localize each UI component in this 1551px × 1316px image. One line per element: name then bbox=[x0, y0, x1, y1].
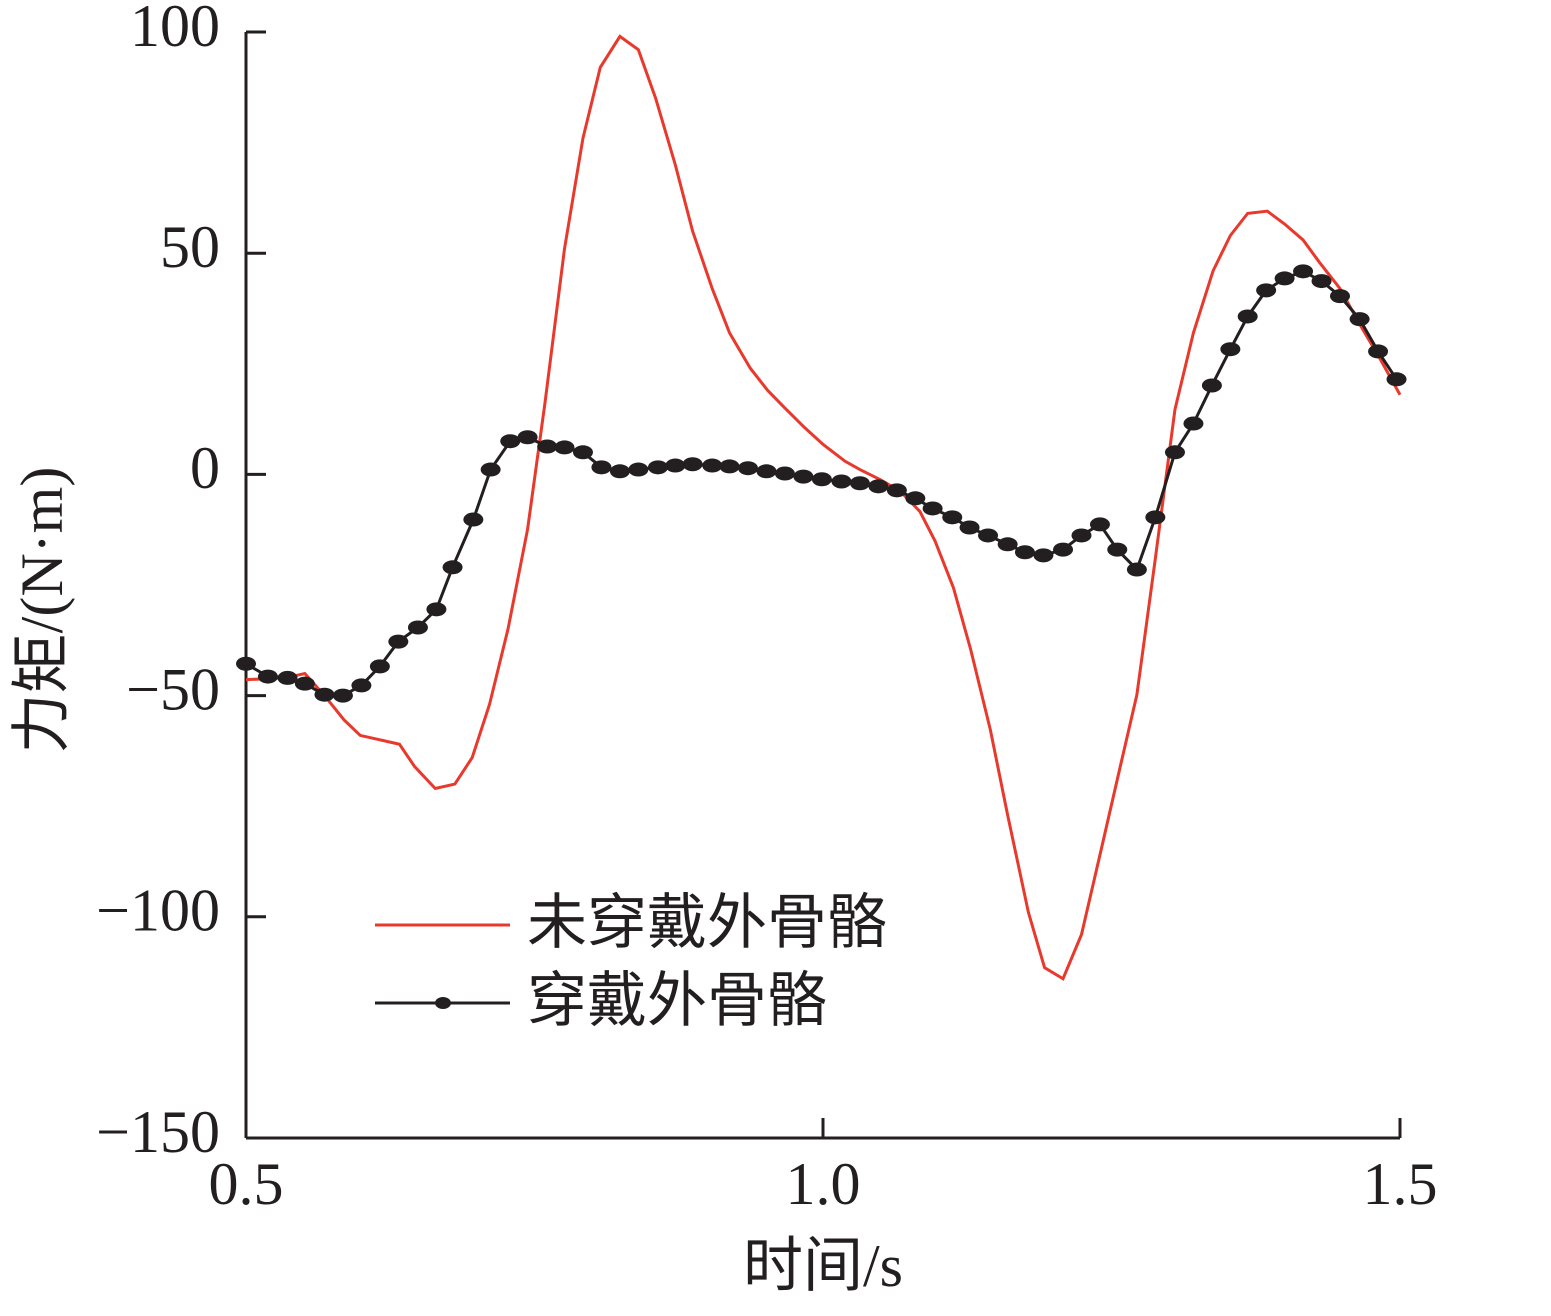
marker bbox=[831, 474, 852, 489]
marker bbox=[1274, 271, 1295, 286]
marker bbox=[978, 528, 999, 543]
marker bbox=[442, 560, 463, 575]
marker bbox=[426, 602, 447, 617]
marker bbox=[294, 676, 315, 691]
line bbox=[245, 34, 1402, 981]
marker bbox=[905, 491, 926, 506]
x-tick-label: 1.0 bbox=[786, 1151, 861, 1217]
marker bbox=[1183, 416, 1204, 431]
marker bbox=[942, 510, 963, 525]
marker bbox=[236, 656, 256, 671]
marker bbox=[756, 464, 777, 479]
y-tick-label: 0 bbox=[190, 435, 220, 501]
marker bbox=[793, 469, 814, 484]
marker bbox=[1329, 289, 1350, 304]
marker bbox=[1293, 264, 1314, 279]
marker bbox=[257, 669, 278, 684]
marker bbox=[1201, 378, 1222, 393]
marker bbox=[537, 439, 558, 454]
marker bbox=[463, 512, 484, 527]
marker bbox=[997, 537, 1018, 552]
marker bbox=[628, 462, 649, 477]
marker bbox=[849, 476, 870, 491]
marker bbox=[480, 462, 501, 477]
marker bbox=[1107, 542, 1128, 557]
marker bbox=[1053, 542, 1074, 557]
marker bbox=[1349, 312, 1370, 327]
marker bbox=[314, 687, 335, 702]
marker bbox=[868, 479, 889, 494]
marker bbox=[554, 440, 575, 455]
marker bbox=[1145, 510, 1166, 525]
y-axis-label: 力矩/(N·m) bbox=[9, 467, 75, 754]
marker bbox=[1071, 528, 1092, 543]
marker bbox=[647, 460, 668, 475]
marker bbox=[682, 457, 703, 472]
marker bbox=[388, 634, 409, 649]
y-tick-label: −50 bbox=[126, 656, 220, 722]
legend-marker bbox=[435, 997, 451, 1009]
y-tick-label: −100 bbox=[96, 878, 220, 944]
marker bbox=[1220, 342, 1241, 357]
marker bbox=[1311, 274, 1332, 289]
legend-label: 未穿戴外骨骼 bbox=[527, 890, 887, 956]
x-tick-label: 0.5 bbox=[209, 1151, 284, 1217]
marker bbox=[811, 472, 832, 487]
y-tick-label: 50 bbox=[160, 214, 220, 280]
marker bbox=[572, 445, 593, 460]
marker bbox=[702, 458, 723, 473]
y-tick-label: −150 bbox=[96, 1099, 220, 1165]
marker bbox=[959, 520, 980, 535]
marker bbox=[591, 460, 612, 475]
x-tick-label: 1.5 bbox=[1363, 1151, 1438, 1217]
marker bbox=[737, 461, 758, 476]
marker bbox=[1386, 372, 1407, 387]
marker bbox=[774, 466, 795, 481]
marker bbox=[1014, 545, 1035, 560]
y-tick-label: 100 bbox=[130, 0, 220, 59]
marker bbox=[719, 459, 740, 474]
marker bbox=[1237, 309, 1258, 324]
marker bbox=[886, 483, 907, 498]
marker bbox=[407, 620, 428, 635]
marker bbox=[351, 678, 372, 693]
marker bbox=[1164, 445, 1185, 460]
marker bbox=[665, 458, 686, 473]
marker bbox=[332, 688, 353, 703]
marker bbox=[277, 670, 298, 685]
marker bbox=[609, 464, 630, 479]
marker bbox=[1126, 562, 1147, 577]
marker bbox=[922, 501, 943, 516]
marker bbox=[500, 434, 521, 449]
x-axis-label: 时间/s bbox=[743, 1233, 903, 1299]
marker bbox=[517, 430, 538, 445]
marker bbox=[1089, 517, 1110, 532]
marker bbox=[1256, 283, 1277, 298]
marker bbox=[369, 659, 390, 674]
marker bbox=[1368, 344, 1389, 359]
marker bbox=[1033, 548, 1054, 563]
legend-label: 穿戴外骨骼 bbox=[527, 968, 827, 1034]
